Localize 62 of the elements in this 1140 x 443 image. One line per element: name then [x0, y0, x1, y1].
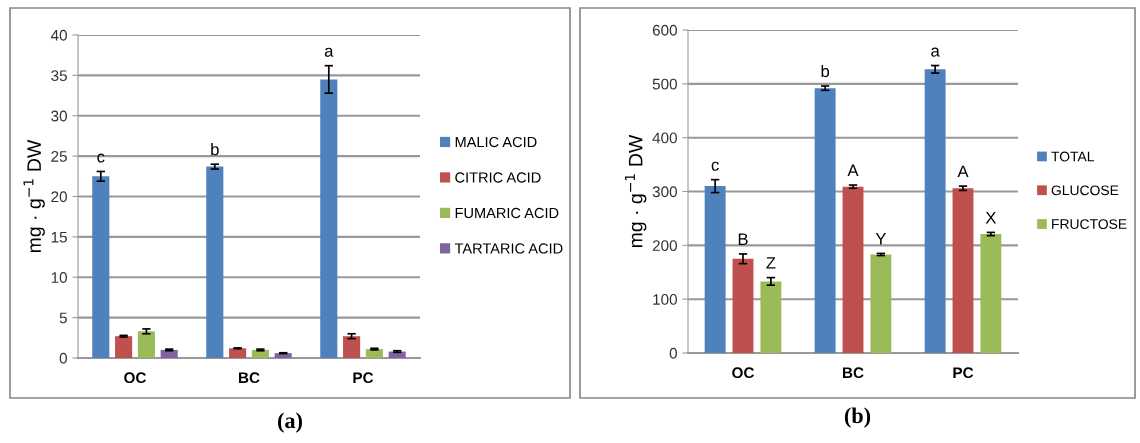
- data-label: X: [985, 211, 997, 224]
- bar: [274, 353, 292, 358]
- data-label: b: [211, 143, 219, 156]
- y-tick-label: 35: [51, 70, 67, 82]
- y-tick-label: 30: [51, 110, 67, 122]
- bar: [92, 176, 110, 358]
- data-label: B: [738, 233, 748, 245]
- y-axis-title: mg · g$^{−1}$ DW: [624, 134, 647, 248]
- bar: [206, 166, 224, 358]
- y-tick-label: 40: [50, 29, 67, 41]
- data-label: c: [711, 161, 719, 171]
- x-tick-label: OC: [732, 367, 755, 379]
- data-label: a: [931, 47, 940, 57]
- bar: [115, 336, 133, 358]
- bar: [160, 349, 178, 358]
- legend-label: TARTARIC ACID: [454, 243, 563, 254]
- data-label: a: [324, 47, 334, 57]
- bar: [320, 79, 338, 358]
- bar: [732, 258, 754, 353]
- bar: [137, 331, 155, 358]
- legend-label: TOTAL: [1051, 151, 1095, 162]
- data-label: Y: [875, 232, 887, 245]
- bar: [343, 336, 361, 358]
- x-tick-label: BC: [238, 372, 260, 384]
- y-tick-label: 10: [51, 272, 67, 283]
- legend-label: GLUCOSE: [1051, 185, 1119, 196]
- legend-label: CITRIC ACID: [455, 172, 541, 183]
- y-tick-label: 0: [59, 352, 67, 364]
- legend-label: FRUCTOSE: [1052, 219, 1127, 230]
- x-tick-label: OC: [124, 372, 147, 384]
- x-tick-label: BC: [842, 367, 864, 379]
- bar: [980, 234, 1002, 353]
- legend-label: FUMARIC ACID: [455, 207, 559, 219]
- y-tick-label: 20: [51, 191, 67, 203]
- data-label: b: [821, 64, 830, 78]
- bar: [952, 188, 974, 353]
- bar: [760, 281, 782, 353]
- bar: [924, 69, 946, 353]
- data-label: c: [97, 153, 105, 163]
- y-tick-label: 0: [669, 347, 677, 359]
- y-tick-label: 300: [652, 186, 677, 198]
- bar: [842, 186, 864, 353]
- data-label: A: [847, 164, 859, 177]
- x-tick-label: PC: [953, 367, 974, 379]
- x-tick-label: PC: [353, 372, 374, 384]
- text: (b): [844, 407, 871, 428]
- y-tick-label: 200: [652, 240, 677, 252]
- y-tick-label: 100: [653, 294, 677, 305]
- y-tick-label: 25: [51, 150, 67, 162]
- y-tick-label: 5: [59, 312, 67, 324]
- legend-label: MALIC ACID: [455, 136, 537, 148]
- text: (a): [278, 412, 302, 433]
- data-label: Z: [766, 257, 776, 269]
- bar: [870, 254, 892, 353]
- data-label: A: [957, 165, 969, 178]
- y-axis-title: mg · g$^{−1}$ DW: [23, 139, 45, 253]
- y-tick-label: 600: [652, 24, 677, 36]
- bar: [814, 88, 836, 353]
- bar: [704, 186, 726, 353]
- y-tick-label: 400: [652, 132, 677, 144]
- y-tick-label: 500: [652, 78, 677, 90]
- y-tick-label: 15: [51, 231, 67, 243]
